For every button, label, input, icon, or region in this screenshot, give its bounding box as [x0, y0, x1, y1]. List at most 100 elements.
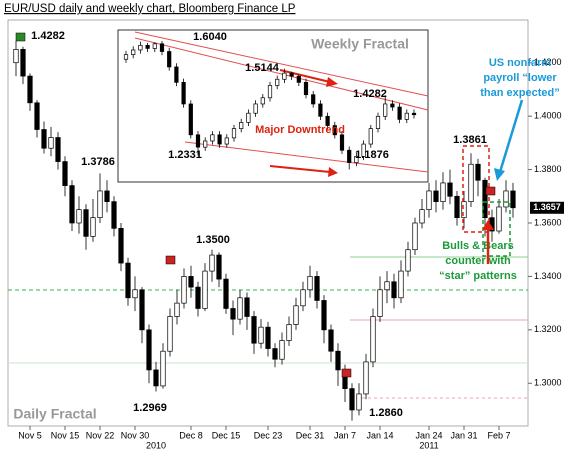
candle-body — [195, 134, 201, 148]
y-tick-label: 1.3200 — [534, 324, 562, 334]
annotation: 1.6040 — [193, 31, 227, 43]
candle-body — [90, 217, 96, 237]
arrow — [498, 99, 524, 173]
candle-body — [20, 49, 26, 77]
candle-body — [246, 112, 251, 123]
candle-body — [217, 134, 222, 145]
candle-body — [482, 179, 488, 219]
candle-body — [76, 209, 82, 224]
candle-body — [368, 128, 373, 145]
candle-body — [412, 222, 418, 251]
x-tick-label: Dec 31 — [296, 430, 325, 440]
x-tick-label: Jan 31 — [450, 430, 477, 440]
y-tick-label: 1.3600 — [534, 217, 562, 227]
arrow — [279, 69, 331, 83]
y-tick-label: 1.4200 — [534, 57, 562, 67]
candle-body — [104, 190, 110, 202]
trend-line — [184, 141, 429, 173]
candle-body — [153, 369, 159, 387]
candle-body — [339, 134, 345, 151]
note: than expected” — [480, 87, 559, 99]
candle-body — [390, 103, 395, 108]
candle-body — [311, 94, 316, 105]
candle-body — [138, 44, 143, 51]
trend-line — [134, 37, 429, 111]
x-tick-label: Nov 30 — [121, 430, 150, 440]
candle-body — [69, 185, 75, 224]
candle-body — [397, 106, 402, 120]
candle-body — [260, 97, 265, 105]
candle-body — [447, 182, 453, 197]
daily-chart: 1.3000 1.3200 1.3400 1.3600 1.3800 1.4000 1.42… — [13, 30, 564, 450]
candle-body — [152, 43, 157, 49]
candle-body — [239, 122, 244, 129]
candle-body — [216, 254, 222, 280]
candle-body — [174, 66, 179, 83]
candle-body — [181, 276, 187, 304]
annotation: 1.3500 — [196, 234, 230, 246]
candle-body — [258, 326, 264, 344]
candle-body — [282, 72, 287, 80]
candle-body — [118, 227, 124, 264]
candle-body — [223, 278, 229, 309]
candle-body — [347, 149, 352, 163]
annotation: 1.3786 — [81, 156, 115, 168]
candle-body — [419, 209, 425, 224]
note: US nonfarm — [489, 57, 552, 69]
annotation: 1.1876 — [355, 149, 389, 161]
annotation: 1.5144 — [245, 62, 280, 74]
candle-body — [377, 289, 383, 317]
inset-title: Weekly Fractal — [311, 36, 409, 52]
candle-body — [279, 340, 285, 360]
flag — [15, 32, 26, 42]
candle-body — [383, 103, 388, 117]
x-tick-label: Feb 7 — [487, 430, 510, 440]
x-tick-label: Nov 22 — [86, 430, 115, 440]
candle-body — [293, 305, 299, 325]
candle-body — [375, 115, 381, 129]
price-tag-label: 1.3657 — [533, 202, 561, 212]
arrow-head — [328, 167, 338, 177]
y-tick-label: 1.4000 — [534, 111, 562, 121]
candle-body — [275, 78, 280, 86]
candle-body — [132, 289, 138, 299]
candle-body — [433, 190, 439, 202]
annotation: 1.3861 — [453, 134, 487, 146]
candle-body — [296, 75, 301, 83]
candle-body — [328, 329, 334, 352]
arrow-head — [482, 220, 494, 230]
candle-body — [181, 82, 186, 105]
flag — [485, 186, 496, 196]
candle-body — [475, 163, 481, 181]
candle-body — [286, 324, 292, 341]
annotation: 1.4282 — [353, 88, 387, 100]
candle-body — [131, 49, 136, 55]
candle-body — [391, 281, 397, 299]
candle-body — [83, 209, 89, 237]
candle-body — [188, 103, 193, 136]
candle-body — [188, 276, 194, 288]
candle-body — [300, 289, 306, 307]
candle-body — [111, 201, 117, 229]
flag — [341, 368, 352, 378]
candle-body — [335, 350, 341, 371]
arrow-head — [326, 77, 338, 87]
annotation: Daily Fractal — [13, 406, 96, 422]
annotation: 1.4282 — [31, 30, 65, 42]
year-label: 2010 — [146, 440, 166, 450]
candle-body — [363, 361, 369, 395]
candle-body — [125, 262, 131, 299]
trend-line — [134, 31, 429, 97]
candle-body — [202, 270, 208, 309]
candle-body — [34, 102, 40, 130]
note: Bulls & Bears — [442, 240, 514, 252]
note: counter with — [445, 255, 511, 267]
candle-body — [174, 302, 180, 317]
candle-body — [209, 254, 215, 272]
candle-body — [244, 297, 250, 317]
candle-body — [210, 134, 215, 142]
chart-title: EUR/USD daily and weekly chart, Bloomber… — [4, 3, 296, 15]
candle-body — [97, 190, 103, 219]
x-tick-label: Jan 14 — [366, 430, 393, 440]
